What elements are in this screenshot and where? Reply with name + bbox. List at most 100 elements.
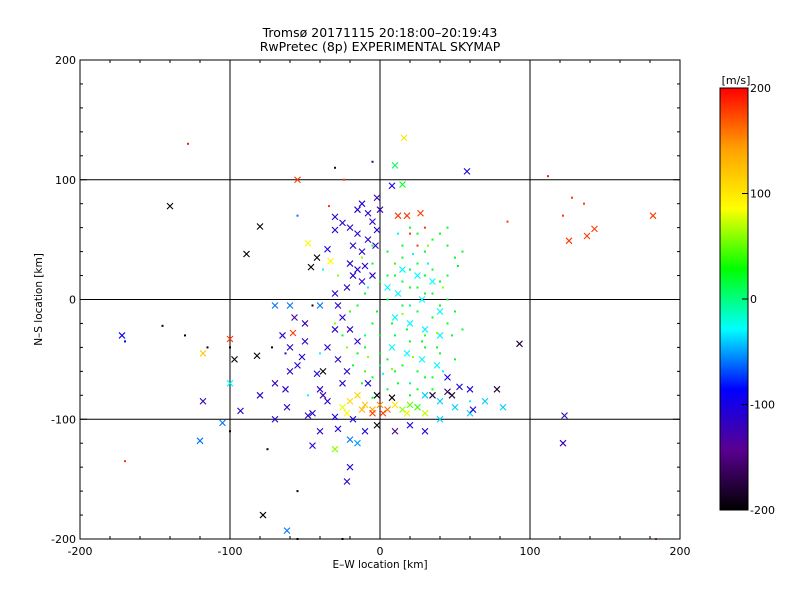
data-point-dot [394,334,396,337]
y-tick-label: -100 [51,413,76,426]
data-point-dot [424,226,426,229]
data-point-x [301,338,309,345]
data-point-x [226,379,234,387]
data-point-x [304,412,312,420]
data-point-dot [386,358,389,361]
data-point-x [354,206,361,214]
data-point-x [334,302,342,309]
data-point-dot [446,244,449,247]
data-point-x [346,463,354,471]
data-point-dot [382,372,384,375]
data-point-x [373,421,381,429]
data-point-x [331,213,339,221]
data-point-dot [416,388,419,391]
x-axis-title: E–W location [km] [332,559,427,571]
data-point-x [373,194,381,202]
data-point-x [388,344,396,351]
data-point-x [271,415,279,423]
colorbar: 200 100 0 -100 -200 [m/s] [719,74,775,517]
data-point-dot [416,262,419,265]
data-point-x [354,439,361,447]
data-point-x [313,254,321,261]
data-point-x [391,314,399,321]
data-point-dot [341,334,344,337]
data-point-dot [409,232,411,235]
data-point-dot [409,286,411,289]
data-point-dot [439,304,441,307]
data-point-x [259,511,267,519]
data-point-dot [401,304,404,307]
data-point-dot [454,358,456,361]
data-point-dot [401,364,404,367]
data-point-dot [446,274,449,277]
data-point-dot [401,256,404,259]
data-point-dot [424,334,426,337]
data-point-x [339,314,346,321]
data-point-x [291,314,298,321]
data-point-x [406,421,414,429]
data-point-x [309,409,316,417]
data-point-dot [352,364,354,367]
data-point-dot [412,355,414,358]
data-point-dot [397,232,399,235]
data-point-dot [416,310,419,313]
data-point-dot [431,238,434,241]
y-tick-label: 0 [69,294,76,307]
data-point-dot [379,334,381,337]
colorbar-label: [m/s] [722,74,751,87]
data-point-dot [431,388,434,391]
data-point-x [516,340,523,348]
data-point-x [346,397,354,405]
data-point-x [343,284,351,291]
data-point-x [334,355,342,363]
data-point-x [391,161,399,169]
data-point-x [349,415,357,423]
data-point-dot [349,310,351,313]
data-point-x [354,391,361,399]
data-point-x [436,397,444,405]
data-point-dot [346,346,348,349]
data-point-x [391,427,399,435]
data-point-dot [367,286,369,289]
data-point-dot [547,175,549,178]
data-point-x [561,412,568,420]
data-point-x [417,209,424,217]
data-point-x [339,403,346,411]
data-point-dot [371,262,374,265]
data-point-x [346,260,354,267]
y-axis-ticks: -200 -100 0 100 200 [51,54,680,546]
data-point-dot [436,346,438,349]
data-point-x [343,409,351,417]
data-point-dot [334,166,336,169]
data-point-x [399,266,406,273]
data-point-dot [364,334,366,337]
data-point-x [319,367,327,375]
data-point-dot [424,376,426,379]
data-point-dot [361,382,363,385]
data-point-x [444,373,451,381]
data-point-x [283,403,291,411]
data-point-dot [416,232,419,235]
data-point-x [406,401,414,409]
data-point-x [391,401,399,409]
x-tick-label: -100 [218,545,243,558]
y-tick-label: -200 [51,533,76,546]
data-point-dot [439,352,441,355]
data-point-x [373,226,381,234]
data-point-x [358,278,366,285]
data-point-x [358,200,366,208]
data-point-x [403,409,411,417]
data-point-x [166,202,174,210]
data-point-dot [427,244,429,247]
data-point-dot [371,160,374,163]
data-point-x [364,236,372,244]
data-point-dot [394,262,396,265]
data-point-x [456,383,463,391]
data-point-x [421,391,429,399]
data-point-dot [451,334,453,337]
data-point-dot [376,310,378,313]
data-point-dot [406,328,408,331]
data-point-dot [229,430,231,433]
data-point-dot [364,346,366,349]
data-point-x [376,401,384,409]
